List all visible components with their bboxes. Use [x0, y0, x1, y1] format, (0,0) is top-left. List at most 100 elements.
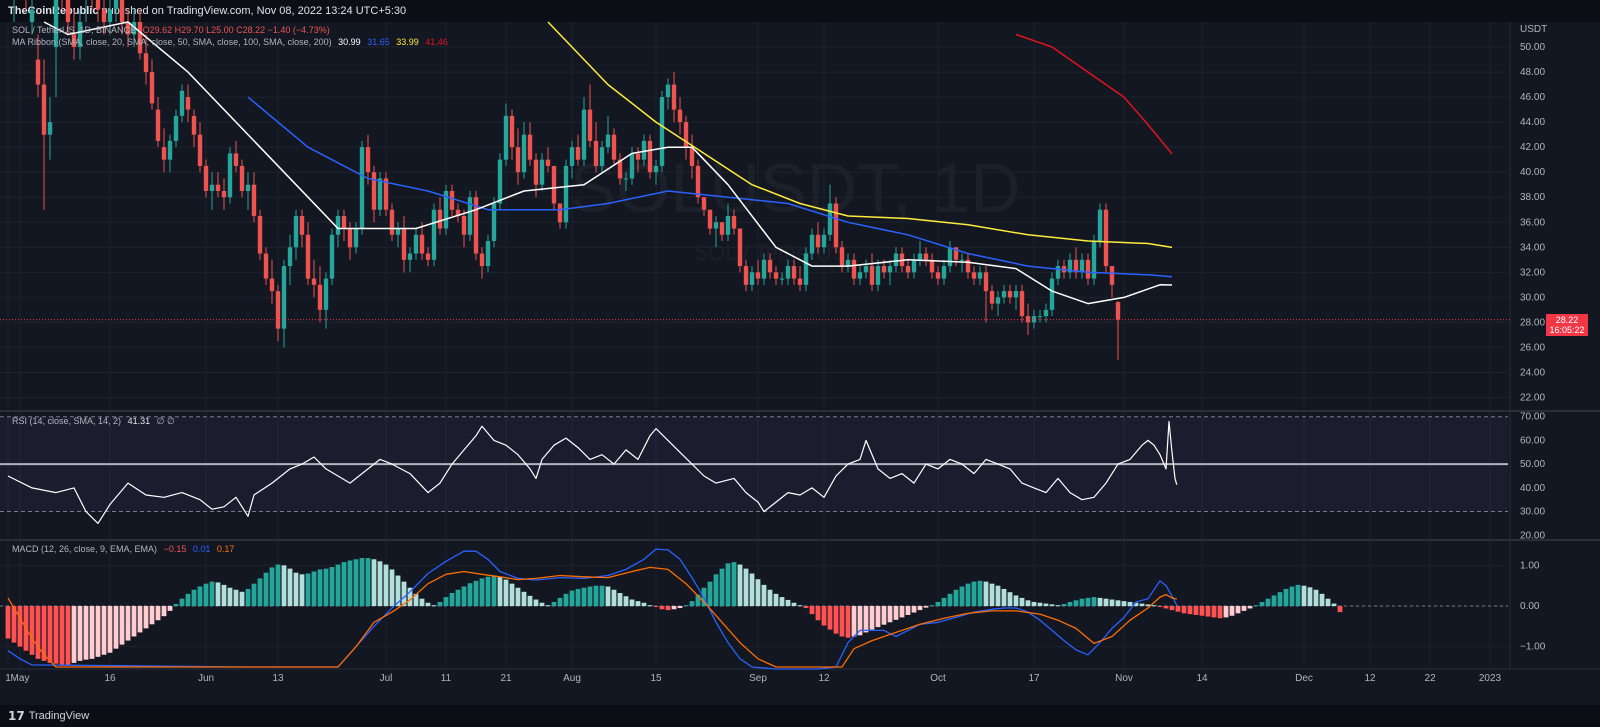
candle [473, 190, 479, 260]
macd-histogram-bar [431, 605, 437, 607]
price-axis-unit: USDT [1520, 24, 1547, 35]
candle [875, 259, 881, 292]
macd-histogram-bar [1271, 595, 1277, 607]
candle-body [1067, 259, 1073, 273]
macd-histogram-bar [605, 586, 611, 607]
candle-body [203, 165, 209, 191]
candle [653, 159, 659, 185]
candle-body [593, 140, 599, 166]
candle-body [491, 203, 497, 242]
candle-body [791, 266, 797, 279]
macd-histogram-bar [995, 585, 1001, 607]
candle-body [545, 159, 551, 166]
candle [509, 109, 515, 160]
candle [563, 159, 569, 229]
macd-histogram-bar [1325, 598, 1331, 607]
candle-body [827, 203, 833, 235]
candle-body [989, 291, 995, 304]
last-price-tag: 28.22 16:05:22 [1546, 314, 1588, 336]
candle-body [527, 134, 533, 160]
rsi-pane-bg [0, 412, 1510, 540]
candle [989, 284, 995, 310]
macd-histogram-bar [1127, 601, 1133, 607]
price-axis[interactable]: USDT 50.00 48.00 46.00 44.00 42.00 40.00 38.00… [1520, 24, 1547, 653]
candle [1115, 301, 1121, 360]
candle-body [1037, 316, 1043, 318]
time-tick-label: 22 [1424, 673, 1436, 684]
sma100-value: 33.99 [396, 37, 419, 47]
candle [833, 197, 839, 254]
last-price-value: 28.22 [1555, 315, 1579, 325]
candle [623, 172, 629, 191]
macd-histogram-bar [1115, 600, 1121, 607]
candle-body [113, 0, 119, 10]
rsi-tick-label: 20.00 [1520, 530, 1545, 541]
candle [869, 253, 875, 292]
macd-histogram-bar [737, 564, 743, 607]
candle-body [101, 9, 107, 22]
candle [545, 147, 551, 173]
macd-histogram-bar [77, 606, 83, 661]
candle-body [209, 184, 215, 191]
candle [353, 222, 359, 254]
candle-body [29, 9, 35, 22]
candle [749, 266, 755, 292]
candle-body [1055, 266, 1061, 279]
macd-histogram-bar [731, 562, 737, 607]
candle-body [257, 216, 263, 254]
candle [389, 203, 395, 242]
sma100-line [547, 21, 1173, 249]
candle [41, 59, 47, 210]
macd-histogram-bar [1313, 589, 1319, 607]
candle [383, 172, 389, 216]
macd-histogram-bar [689, 601, 695, 607]
candle-body [509, 115, 515, 148]
candle-body [551, 165, 557, 204]
candle-body [197, 134, 203, 166]
macd-histogram-bar [1307, 587, 1313, 607]
rsi-value: 41.31 [127, 416, 151, 426]
candle [767, 253, 773, 279]
candle-body [539, 159, 545, 185]
time-axis[interactable]: 1 May 16 Jun 13 Jul 11 21 Aug 15 Sep 12 Oct 17 Nov 14 De… [5, 673, 1501, 684]
candle-body [317, 284, 323, 310]
macd-histogram-bar [1139, 603, 1145, 607]
sma50-line [247, 96, 1173, 278]
macd-histogram-bar [179, 598, 185, 607]
tradingview-logo[interactable]: 17 TradingView [8, 709, 89, 723]
macd-histogram-bar [893, 606, 899, 620]
candles-layer [13, 0, 1121, 360]
macd-histogram-bar [1061, 603, 1067, 607]
candle-body [953, 247, 959, 260]
macd-histogram-bar [287, 568, 293, 607]
candle-body [893, 253, 899, 267]
macd-histogram-bar [587, 586, 593, 607]
candle [593, 122, 599, 173]
candle [683, 115, 689, 160]
macd-histogram-bar [1151, 605, 1157, 607]
candle-body [809, 234, 815, 254]
time-tick-label: 12 [818, 673, 830, 684]
macd-histogram-bar [401, 581, 407, 607]
macd-histogram-bar [191, 589, 197, 607]
candle [1085, 253, 1091, 285]
macd-histogram-bar [1199, 606, 1205, 616]
candle [935, 266, 941, 285]
candle [641, 134, 647, 166]
macd-histogram-bar [935, 601, 941, 607]
candle [827, 184, 833, 242]
macd-histogram-bar [977, 580, 983, 607]
candle [581, 97, 587, 166]
macd-histogram-bar [407, 587, 413, 607]
candle-body [155, 109, 161, 141]
watermark-ticker: SOLUSDT, 1D [569, 149, 1020, 227]
candle-body [635, 153, 641, 160]
macd-histogram-bar [1043, 603, 1049, 607]
macd-histogram-bar [887, 606, 893, 623]
macd-histogram-bar [1025, 600, 1031, 607]
macd-histogram-bar [299, 574, 305, 607]
candle [209, 172, 215, 210]
candle-body [137, 22, 143, 54]
candle [137, 9, 143, 60]
